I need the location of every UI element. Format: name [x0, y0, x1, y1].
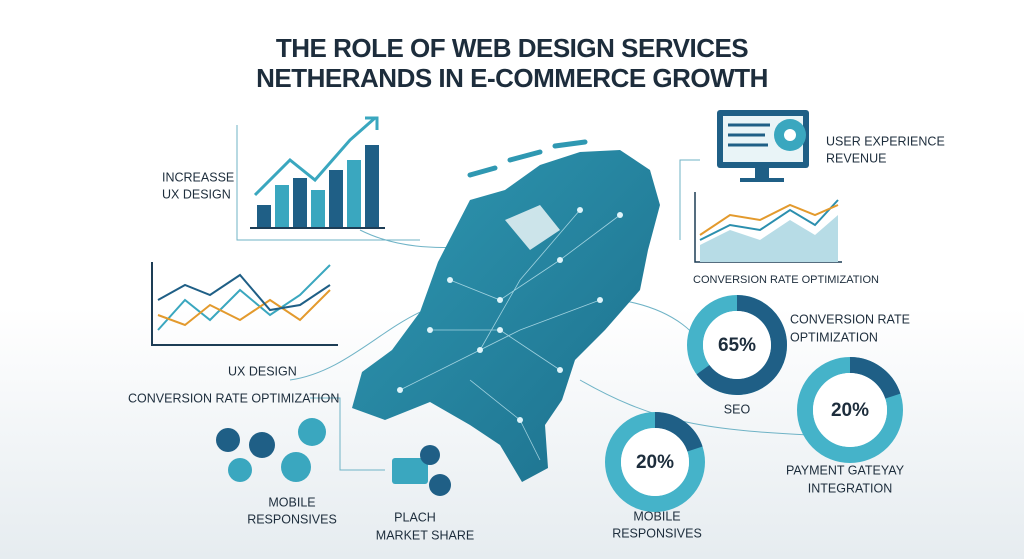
donut-label: 20% [831, 400, 869, 421]
label: SEO [724, 402, 751, 416]
donut-hole [813, 373, 887, 447]
area-chart-icon [694, 192, 842, 263]
label: REVENUE [826, 151, 886, 165]
donut-segment [696, 295, 787, 395]
donut-label: 20% [636, 452, 674, 473]
label: INTEGRATION [808, 481, 893, 495]
label: UX DESIGN [228, 364, 297, 378]
label: MARKET SHARE [376, 528, 474, 542]
donut-label: 65% [718, 335, 756, 356]
label: PLACH [394, 510, 436, 524]
label: RESPONSIVES [612, 526, 702, 540]
label: CONVERSION RATE OPTIMIZATION [128, 391, 339, 405]
label: CONVERSION RATE OPTIMIZATION [693, 274, 879, 286]
donut-segment [849, 357, 901, 399]
label: UX DESIGN [162, 187, 231, 201]
label: CONVERSION RATE [790, 312, 910, 326]
label: USER EXPERIENCE [826, 134, 945, 148]
title-line: NETHERANDS IN E-COMMERCE GROWTH [256, 63, 768, 93]
label: PAYMENT GATEYAY [786, 463, 905, 477]
people-icons [216, 418, 451, 496]
donut-hole [703, 311, 771, 379]
label: MOBILE [268, 495, 315, 509]
title-line: THE ROLE OF WEB DESIGN SERVICES [276, 33, 748, 63]
label: MOBILE [633, 509, 680, 523]
label: INCREASSE [162, 170, 234, 184]
map [352, 139, 660, 482]
label: RESPONSIVES [247, 512, 337, 526]
bar-chart-icon [250, 116, 385, 229]
donut-segment [654, 412, 703, 452]
monitor-icon [717, 110, 809, 182]
line-chart-icon [151, 262, 338, 346]
label: OPTIMIZATION [790, 330, 878, 344]
donut-hole [621, 428, 689, 496]
